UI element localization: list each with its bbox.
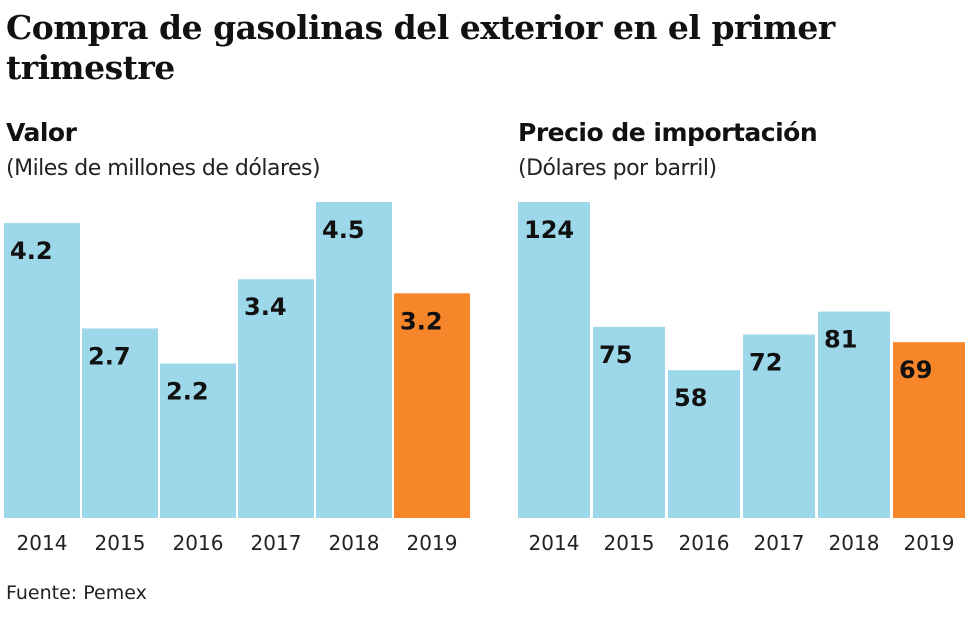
- bar-0-2014: [4, 223, 80, 519]
- bar-1-2015: [593, 326, 665, 518]
- chart-title: Compra de gasolinas del exterior en el p…: [6, 8, 835, 87]
- data-label: 72: [749, 349, 782, 377]
- x-tick-label: 2018: [829, 531, 880, 555]
- source-note: Fuente: Pemex: [6, 582, 147, 604]
- data-label: 124: [524, 216, 574, 244]
- bar-0-2016: [160, 363, 236, 518]
- x-tick-label: 2016: [173, 531, 224, 555]
- x-tick-label: 2015: [604, 531, 655, 555]
- panel-subtitle-precio: (Dólares por barril): [518, 156, 717, 181]
- bar-1-2014: [518, 202, 590, 518]
- x-tick-label: 2018: [329, 531, 380, 555]
- data-label: 4.5: [322, 216, 365, 244]
- data-label: 58: [674, 384, 707, 412]
- data-label: 75: [599, 341, 632, 369]
- bar-1-2019: [893, 342, 965, 518]
- bar-1-2017: [743, 334, 815, 518]
- bar-1-2016: [668, 370, 740, 518]
- data-label: 69: [899, 356, 932, 384]
- x-tick-label: 2014: [529, 531, 580, 555]
- x-tick-label: 2015: [95, 531, 146, 555]
- x-tick-label: 2016: [679, 531, 730, 555]
- data-label: 2.7: [88, 342, 131, 370]
- data-label: 2.2: [166, 378, 209, 406]
- panel-subtitle-valor: (Miles de millones de dólares): [6, 156, 321, 181]
- x-tick-label: 2017: [754, 531, 805, 555]
- x-tick-label: 2017: [251, 531, 302, 555]
- data-label: 3.2: [400, 307, 443, 335]
- data-label: 4.2: [10, 237, 53, 265]
- x-tick-label: 2014: [17, 531, 68, 555]
- bar-0-2017: [238, 279, 314, 518]
- x-tick-label: 2019: [904, 531, 955, 555]
- data-label: 3.4: [244, 293, 287, 321]
- bar-1-2018: [818, 311, 890, 518]
- bar-0-2018: [316, 202, 392, 518]
- bar-0-2019: [394, 293, 470, 518]
- x-tick-label: 2019: [407, 531, 458, 555]
- panel-title-precio: Precio de importación: [518, 118, 818, 147]
- panel-title-valor: Valor: [6, 118, 77, 147]
- data-label: 81: [824, 326, 857, 354]
- bar-0-2015: [82, 328, 158, 518]
